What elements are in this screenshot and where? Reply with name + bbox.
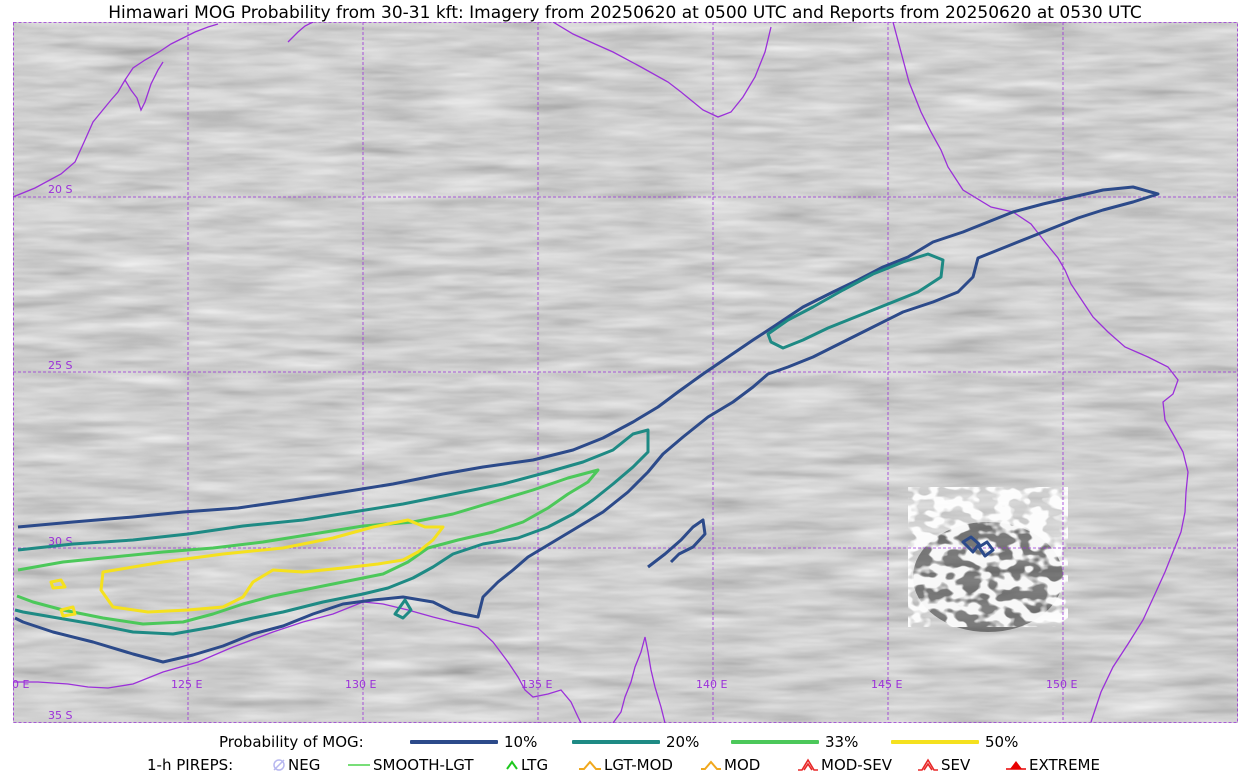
map-svg: 20 S 25 S 30 S 35 S 120 E 125 E 130 E 13… <box>13 22 1238 723</box>
lon-label: 135 E <box>521 678 552 691</box>
cloud-cluster <box>908 487 1068 632</box>
line-swatch-icon <box>410 740 498 744</box>
line-swatch-icon <box>891 740 979 744</box>
lat-label: 35 S <box>48 709 72 722</box>
lon-label: 120 E <box>13 678 29 691</box>
pirep-item-mod-sev: MOD-SEV <box>797 755 892 775</box>
probability-legend-label: Probability of MOG: <box>219 733 364 751</box>
ltg-chevron-icon <box>506 760 518 770</box>
lon-label: 145 E <box>871 678 902 691</box>
contour-20-northeast <box>766 252 945 350</box>
line-swatch-icon <box>572 740 660 744</box>
lon-label: 125 E <box>171 678 202 691</box>
mod-caret-icon <box>701 760 721 770</box>
legend-item-50: 50% <box>891 732 1018 752</box>
legend-item-33: 33% <box>731 732 858 752</box>
pirep-legend-label: 1-h PIREPS: <box>147 756 234 774</box>
extreme-triangle-icon <box>1006 761 1026 770</box>
coastline-spencer-gulf <box>612 636 666 723</box>
lat-label: 20 S <box>48 183 72 196</box>
map-title: Himawari MOG Probability from 30-31 kft:… <box>108 3 1142 23</box>
contour-20-islet <box>393 598 413 620</box>
pirep-item-lgt-mod: LGT-MOD <box>578 755 673 775</box>
contour-20-main <box>14 428 650 636</box>
pirep-item-label: NEG <box>288 756 321 774</box>
lon-label: 150 E <box>1046 678 1077 691</box>
contours-10-percent <box>14 185 1160 664</box>
contour-10-main <box>14 185 1160 664</box>
contour-50-west-b <box>59 605 77 618</box>
lgt-mod-caret-icon <box>579 760 601 770</box>
contours-33-percent <box>16 468 600 626</box>
legend-item-label: 33% <box>825 733 859 751</box>
line-swatch-icon <box>731 740 819 744</box>
map-panel[interactable]: 20 S 25 S 30 S 35 S 120 E 125 E 130 E 13… <box>13 22 1238 723</box>
pirep-item-ltg: LTG <box>505 755 548 775</box>
coastline-kimberley <box>124 61 164 112</box>
coastline-east-queensland <box>892 22 1189 723</box>
sev-caret-icon <box>918 758 938 771</box>
pirep-item-extreme: EXTREME <box>1005 755 1100 775</box>
coastline-great-australian-bight <box>13 601 582 723</box>
graticule <box>13 22 1238 723</box>
longitude-labels: 120 E 125 E 130 E 135 E 140 E 145 E 150 … <box>13 678 1077 691</box>
pirep-item-label: MOD-SEV <box>821 756 892 774</box>
lat-label: 25 S <box>48 359 72 372</box>
pirep-item-label: MOD <box>724 756 761 774</box>
coastline-top-end <box>287 22 314 43</box>
smooth-line-icon <box>348 764 370 766</box>
legend-item-label: 20% <box>666 733 700 751</box>
coastline-gulf-carpentaria <box>552 22 772 118</box>
pirep-item-sev: SEV <box>917 755 970 775</box>
legend-item-label: 50% <box>985 733 1019 751</box>
coastlines <box>13 22 1189 723</box>
pirep-item-mod: MOD <box>700 755 760 775</box>
contour-10-cluster <box>961 535 995 558</box>
pirep-item-label: LGT-MOD <box>604 756 673 774</box>
neg-symbol-icon <box>273 759 285 771</box>
contour-10-blob <box>647 518 707 569</box>
pirep-legend: 1-h PIREPS: NEG SMOOTH-LGT LTG LGT-MOD M… <box>0 755 1250 775</box>
pirep-item-neg: NEG <box>272 755 320 775</box>
contours-20-percent <box>14 252 945 636</box>
probability-legend: Probability of MOG: 10% 20% 33% 50% <box>0 732 1250 752</box>
pirep-item-smooth-lgt: SMOOTH-LGT <box>347 755 474 775</box>
pirep-item-label: SMOOTH-LGT <box>373 756 474 774</box>
contour-33-main <box>16 468 600 626</box>
mod-sev-caret-icon <box>798 758 818 771</box>
contour-50-main <box>99 518 445 614</box>
legend-item-20: 20% <box>572 732 699 752</box>
pirep-item-label: LTG <box>521 756 549 774</box>
contours-50-percent <box>49 518 445 618</box>
legend-item-label: 10% <box>504 733 538 751</box>
contour-50-west-a <box>49 578 67 590</box>
pirep-item-label: EXTREME <box>1029 756 1100 774</box>
lon-label: 140 E <box>696 678 727 691</box>
legend-item-10: 10% <box>410 732 537 752</box>
lon-label: 130 E <box>345 678 376 691</box>
pirep-item-label: SEV <box>941 756 971 774</box>
